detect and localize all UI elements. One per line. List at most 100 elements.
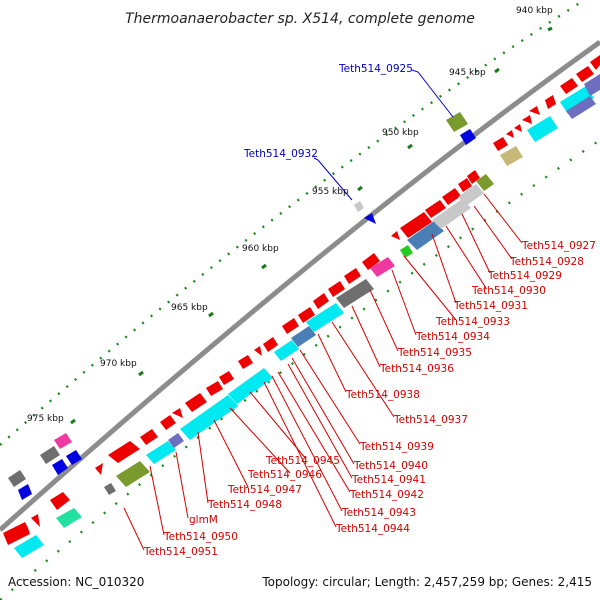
gene-lightgray-block <box>458 184 484 206</box>
map-title: Thermoanaerobacter sp. X514, complete ge… <box>125 11 475 27</box>
gene-green-block <box>56 508 82 528</box>
kbp-label-960: 960 kbp <box>242 244 279 254</box>
gene-label-0934: Teth514_0934 <box>415 331 490 343</box>
gene-small-arrow <box>529 106 540 115</box>
gene-label-0948: Teth514_0948 <box>207 499 282 511</box>
gene-block <box>545 95 556 109</box>
major-ticks <box>70 26 553 425</box>
gene-small-arrow <box>95 463 103 475</box>
gene-block <box>219 371 234 385</box>
gene-block <box>140 429 158 445</box>
gene-cyan-block <box>306 303 344 332</box>
accession-text: Accession: NC_010320 <box>8 575 144 589</box>
gene-magenta-small <box>54 433 72 449</box>
gene-small-arrow <box>31 514 40 527</box>
gene-block <box>313 293 329 309</box>
gene-gray-block <box>104 483 116 495</box>
gene-label-0944: Teth514_0944 <box>335 523 410 535</box>
gene-gray-small <box>40 446 60 464</box>
gene-purple-block <box>584 74 600 96</box>
blue-leader-lines <box>313 69 454 201</box>
gene-small-arrow <box>254 346 262 356</box>
gene-block <box>185 393 207 412</box>
forward-strand-genes <box>3 55 600 545</box>
kbp-label-950: 950 kbp <box>382 128 419 138</box>
gene-gray-small <box>8 470 26 487</box>
gene-block <box>282 318 299 334</box>
gene-blue-arrow <box>364 213 376 224</box>
gene-label-0930: Teth514_0930 <box>471 285 546 297</box>
gene-block <box>206 381 223 396</box>
gene-block <box>442 188 461 205</box>
gene-block <box>238 355 253 369</box>
gene-block <box>362 253 380 270</box>
gene-label-0939: Teth514_0939 <box>359 441 434 453</box>
gene-block <box>458 178 472 192</box>
gene-steel-block <box>407 221 444 250</box>
gene-label-0947: Teth514_0947 <box>227 484 302 496</box>
gene-label-0945: Teth514_0945 <box>265 455 340 467</box>
scale-ring-outer <box>0 0 587 446</box>
gene-cyan-block <box>180 395 238 440</box>
gene-block <box>425 200 446 218</box>
gene-cyan-block <box>146 441 176 464</box>
gene-label-0936: Teth514_0936 <box>379 363 454 375</box>
gene-cyan-block <box>228 368 273 404</box>
gene-block <box>344 268 361 284</box>
kbp-label-970: 970 kbp <box>100 359 137 369</box>
gene-label-0927: Teth514_0927 <box>521 240 596 252</box>
gene-0932-block <box>354 201 364 212</box>
gene-blue-block <box>460 129 476 145</box>
gene-block <box>160 415 176 430</box>
gene-magenta-block <box>370 257 395 277</box>
gene-block <box>400 212 432 238</box>
gene-label-0951: Teth514_0951 <box>143 546 218 558</box>
kbp-label-945: 945 kbp <box>449 68 486 78</box>
gene-purple-block <box>566 96 596 119</box>
gene-label-0932: Teth514_0932 <box>243 148 318 160</box>
kbp-label-955: 955 kbp <box>312 187 349 197</box>
genome-summary-text: Topology: circular; Length: 2,457,259 bp… <box>261 575 592 589</box>
gene-block <box>263 337 278 352</box>
gene-label-0929: Teth514_0929 <box>487 270 562 282</box>
gene-0951-block <box>3 522 30 545</box>
gene-label-0933: Teth514_0933 <box>435 316 510 328</box>
gene-blue-arrow <box>18 484 32 500</box>
gene-gray-block <box>336 279 374 308</box>
gene-blue-block <box>66 450 82 465</box>
gene-block <box>560 78 578 94</box>
genome-backbone <box>0 39 600 532</box>
gene-label-0925: Teth514_0925 <box>338 63 413 75</box>
red-leader-lines <box>123 193 523 551</box>
gene-small-arrow <box>172 408 183 418</box>
gene-block <box>576 66 594 82</box>
kbp-label-940: 940 kbp <box>516 6 553 16</box>
gene-block <box>493 137 508 151</box>
gene-label-0941: Teth514_0941 <box>351 474 426 486</box>
gene-0925-block <box>446 112 468 132</box>
gene-small-arrow <box>514 124 522 132</box>
gene-cyan-block <box>527 116 558 142</box>
gene-label-0940: Teth514_0940 <box>353 460 428 472</box>
gene-purple-block <box>168 433 184 448</box>
gene-small-arrow <box>391 231 400 240</box>
gene-label-0935: Teth514_0935 <box>397 347 472 359</box>
gene-steel-block <box>291 326 316 347</box>
gene-label-0942: Teth514_0942 <box>349 489 424 501</box>
gene-block <box>298 307 315 323</box>
gene-block <box>50 492 70 510</box>
gene-olive-block <box>476 174 494 191</box>
gene-small-arrow <box>522 115 532 124</box>
gene-cyan-block <box>274 340 299 361</box>
gene-lightgray-block <box>432 199 471 229</box>
gene-tan-block <box>500 146 523 166</box>
gene-label-0931: Teth514_0931 <box>453 300 528 312</box>
gene-label-glmM: glmM <box>189 514 218 526</box>
outer-genes <box>8 112 476 500</box>
gene-olive-block <box>116 461 150 487</box>
gene-cyan-block <box>560 86 594 114</box>
kbp-label-965: 965 kbp <box>171 303 208 313</box>
gene-cyan-block <box>14 535 44 558</box>
